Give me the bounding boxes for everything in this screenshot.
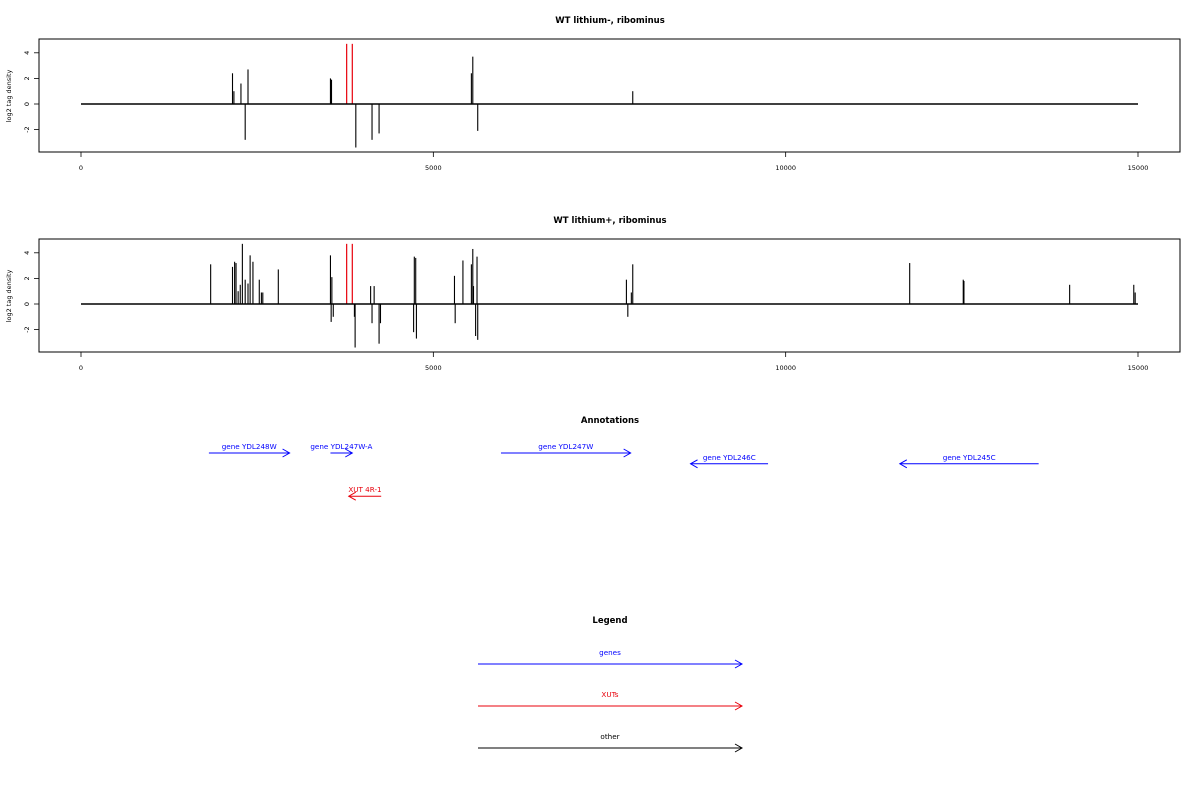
annotation-feature: gene YDL245C (898, 453, 1039, 469)
legend-item-gene: genes (478, 648, 744, 669)
annotation-arrow (898, 459, 1039, 469)
annotation-label: gene YDL247W-A (310, 442, 372, 451)
annotation-feature: gene YDL248W (208, 442, 291, 458)
annotation-arrow (500, 448, 632, 458)
annotation-feature: gene YDL247W-A (310, 442, 372, 458)
y-tick-label: 4 (23, 251, 31, 255)
x-tick-label: 5000 (425, 364, 442, 372)
x-axis: 0 5000 10000 15000 (79, 352, 1148, 372)
legend-item-other: other (478, 732, 744, 753)
arrow-head (734, 701, 744, 711)
legend-label: other (600, 732, 619, 741)
annotation-label: gene YDL245C (943, 453, 996, 462)
annotation-feature: gene YDL247W (500, 442, 632, 458)
annotation-arrow (689, 459, 769, 469)
signal-marks (81, 43, 1138, 148)
annotation-feature: XUT 4R-1 (347, 485, 382, 501)
annotation-label: gene YDL246C (703, 453, 756, 462)
arrow-head (623, 448, 632, 458)
legend-item-xut: XUTs (478, 690, 744, 711)
annotation-label: gene YDL247W (538, 442, 593, 451)
annotation-arrow (208, 448, 291, 458)
panel-title: WT lithium+, ribominus (553, 216, 666, 226)
arrow-head (345, 448, 354, 458)
signal-marks (81, 243, 1138, 348)
y-axis-label: log2 tag density (5, 270, 13, 323)
arrow-head (689, 459, 698, 469)
legend-arrow (478, 701, 744, 711)
x-tick-label: 15000 (1128, 364, 1149, 372)
y-tick-label: 4 (23, 51, 31, 55)
legend-arrow (478, 659, 744, 669)
legend-items: genes XUTs other (478, 648, 744, 753)
legend-label: genes (599, 648, 621, 657)
x-axis: 0 5000 10000 15000 (79, 152, 1148, 172)
arrow-head (898, 459, 908, 469)
legend: Legend genes XUTs other (478, 616, 744, 753)
annotations-track: Annotations gene YDL248W gene YDL247W-A ge… (208, 416, 1039, 501)
x-tick-label: 10000 (775, 364, 796, 372)
x-tick-label: 10000 (775, 164, 796, 172)
arrow-head (282, 448, 291, 458)
panel-lithium-minus: WT lithium-, ribominus log2 tag density … (5, 16, 1181, 172)
annotation-label: XUT 4R-1 (348, 485, 381, 494)
y-tick-label: -2 (23, 126, 31, 132)
annotations-title: Annotations (581, 416, 639, 426)
annotation-feature: gene YDL246C (689, 453, 769, 469)
panel-lithium-plus: WT lithium+, ribominus log2 tag density … (5, 216, 1181, 372)
panel-title: WT lithium-, ribominus (555, 16, 665, 26)
y-tick-label: 0 (23, 102, 31, 106)
x-tick-label: 0 (79, 364, 83, 372)
y-axis-label: log2 tag density (5, 70, 13, 123)
y-tick-label: 2 (23, 276, 31, 280)
arrow-head (347, 491, 357, 501)
arrow-head (734, 743, 744, 753)
annotation-label: gene YDL248W (222, 442, 277, 451)
annotation-arrow (330, 448, 354, 458)
legend-arrow (478, 743, 744, 753)
y-tick-label: 0 (23, 302, 31, 306)
y-axis: 4 2 0 -2 (23, 51, 39, 133)
y-tick-label: 2 (23, 76, 31, 80)
annotation-arrow (347, 491, 382, 501)
x-tick-label: 5000 (425, 164, 442, 172)
x-tick-label: 15000 (1128, 164, 1149, 172)
plot-frame (38, 38, 1181, 153)
plot-frame (38, 238, 1181, 353)
annotation-items: gene YDL248W gene YDL247W-A gene YDL247W ge… (208, 442, 1039, 501)
arrow-head (734, 659, 744, 669)
legend-title: Legend (592, 616, 627, 626)
legend-label: XUTs (601, 690, 618, 699)
y-axis: 4 2 0 -2 (23, 251, 39, 333)
x-tick-label: 0 (79, 164, 83, 172)
y-tick-label: -2 (23, 326, 31, 332)
